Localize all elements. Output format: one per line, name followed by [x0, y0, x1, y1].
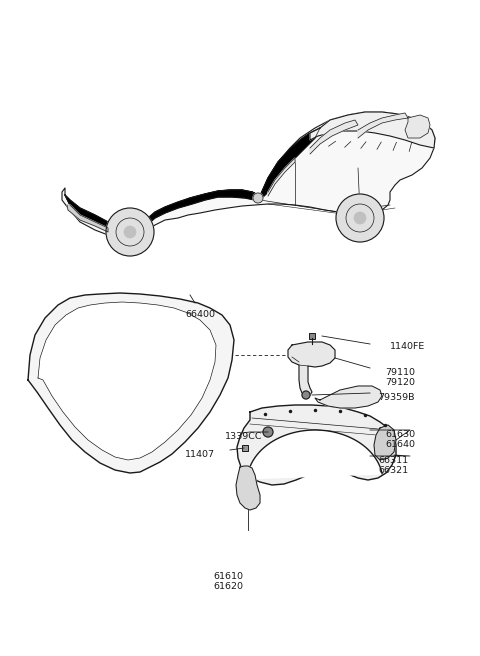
- Polygon shape: [358, 113, 408, 138]
- Polygon shape: [405, 115, 430, 138]
- Text: 61630
61640: 61630 61640: [385, 430, 415, 449]
- Circle shape: [354, 212, 366, 224]
- Text: 66311
66321: 66311 66321: [378, 456, 408, 476]
- Circle shape: [124, 226, 136, 238]
- Text: 79359B: 79359B: [378, 393, 415, 402]
- Text: 66400: 66400: [185, 310, 215, 319]
- Polygon shape: [28, 293, 234, 473]
- Polygon shape: [310, 120, 358, 154]
- Polygon shape: [67, 205, 108, 232]
- Polygon shape: [374, 425, 396, 460]
- Text: 61610
61620: 61610 61620: [213, 572, 243, 592]
- Polygon shape: [268, 158, 295, 196]
- Polygon shape: [38, 302, 216, 460]
- Polygon shape: [62, 112, 435, 238]
- Circle shape: [263, 427, 273, 437]
- Polygon shape: [252, 128, 320, 200]
- Text: 79110
79120: 79110 79120: [385, 368, 415, 388]
- Polygon shape: [288, 342, 335, 396]
- Circle shape: [106, 208, 154, 256]
- Text: 1140FE: 1140FE: [390, 342, 425, 351]
- Polygon shape: [237, 405, 396, 485]
- Text: 1339CC: 1339CC: [225, 432, 263, 441]
- Text: 11407: 11407: [185, 450, 215, 459]
- Circle shape: [302, 391, 310, 399]
- Polygon shape: [236, 466, 260, 510]
- Circle shape: [253, 193, 263, 203]
- Polygon shape: [247, 430, 382, 479]
- Polygon shape: [65, 190, 260, 233]
- Circle shape: [336, 194, 384, 242]
- Polygon shape: [315, 386, 382, 408]
- Polygon shape: [310, 112, 435, 148]
